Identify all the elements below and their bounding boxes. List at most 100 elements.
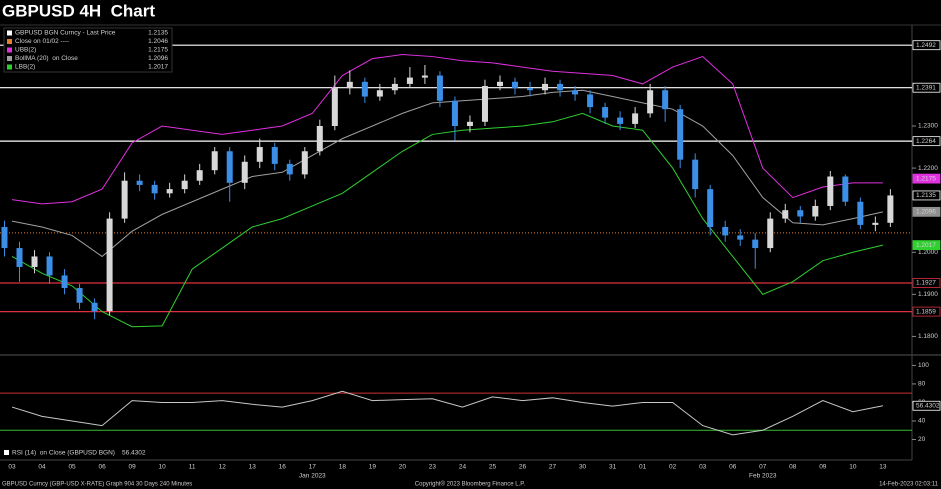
x-tick-label: 06 xyxy=(98,464,106,471)
candle-body xyxy=(76,288,83,303)
candle-body xyxy=(617,117,624,124)
legend-swatch xyxy=(7,56,12,61)
x-tick-label: 13 xyxy=(879,464,887,471)
x-tick-label: 20 xyxy=(399,464,407,471)
candle-body xyxy=(166,189,173,194)
candle-body xyxy=(857,201,864,225)
candle-body xyxy=(256,147,263,162)
x-tick-label: 17 xyxy=(309,464,317,471)
candle-body xyxy=(1,227,8,249)
candle-body xyxy=(436,75,443,101)
band-line xyxy=(11,89,883,258)
candle-body xyxy=(301,151,308,175)
y-tick-label: 100 xyxy=(918,362,929,369)
candle-body xyxy=(181,180,188,190)
x-tick-label: 23 xyxy=(429,464,437,471)
legend-swatch xyxy=(7,64,12,70)
legend-value: 1.2017 xyxy=(148,64,168,71)
x-tick-label: 06 xyxy=(729,464,737,471)
legend-name: BollMA (20) on Close xyxy=(15,55,78,62)
candle-body xyxy=(241,161,248,183)
x-tick-label: 03 xyxy=(8,464,16,471)
candle-body xyxy=(662,90,669,110)
candle-body xyxy=(106,218,113,312)
footer-center: Copyright® 2023 Bloomberg Finance L.P. xyxy=(415,481,526,488)
value-box xyxy=(912,206,941,217)
x-tick-label: 10 xyxy=(849,464,857,471)
candle-body xyxy=(767,218,774,249)
y-tick-label: 1.2300 xyxy=(918,123,938,130)
candle-body xyxy=(842,176,849,202)
y-tick-label: 1.2200 xyxy=(918,165,938,172)
candle-body xyxy=(316,126,323,152)
candle-body xyxy=(557,83,564,91)
level-label: 1.1859 xyxy=(916,308,936,315)
x-tick-label: 09 xyxy=(129,464,137,471)
candle-body xyxy=(376,90,383,97)
y-tick-label: 1.2000 xyxy=(918,249,938,256)
x-tick-label: 07 xyxy=(759,464,767,471)
x-tick-label: 05 xyxy=(68,464,76,471)
candle-body xyxy=(346,81,353,89)
y-tick-label: 40 xyxy=(918,418,926,425)
candle-body xyxy=(647,90,654,114)
legend-name: LBB(2) xyxy=(15,64,35,71)
candle-body xyxy=(827,176,834,206)
candle-body xyxy=(121,180,128,219)
legend-name: Close on 01/02 ---- xyxy=(15,38,69,45)
x-tick-label: 01 xyxy=(639,464,647,471)
candle-body xyxy=(587,94,594,108)
legend-swatch xyxy=(7,30,12,36)
rsi-line xyxy=(11,390,883,436)
candle-body xyxy=(707,189,714,228)
x-tick-label: 02 xyxy=(669,464,677,471)
legend-swatch xyxy=(7,39,12,44)
footer-left: GBPUSD Curncy (GBP-USD X-RATE) Graph 904… xyxy=(2,482,192,488)
rsi-title: RSI (14) on Close (GBPUSD BGN) xyxy=(12,450,115,457)
candle-body xyxy=(782,210,789,219)
level-label: 1.2492 xyxy=(916,42,936,49)
chart-title: GBPUSD 4H Chart xyxy=(2,1,155,20)
candle-body xyxy=(887,195,894,223)
footer-right: 14-Feb-2023 02:03:11 xyxy=(879,482,939,488)
legend-name: UBB(2) xyxy=(15,47,36,54)
x-tick-label: 11 xyxy=(189,464,196,471)
candle-body xyxy=(226,151,233,183)
value-box-label: 1.2017 xyxy=(916,242,936,249)
level-label-box xyxy=(912,136,941,147)
value-box-label: 1.2096 xyxy=(916,209,936,216)
candle-body xyxy=(406,77,413,84)
y-tick-label: 1.1800 xyxy=(918,333,938,340)
candle-body xyxy=(512,81,519,89)
candle-body xyxy=(496,81,503,87)
candle-body xyxy=(542,83,549,91)
x-tick-label: 10 xyxy=(159,464,167,471)
candle-body xyxy=(602,107,609,118)
candle-body xyxy=(151,184,158,194)
candle-body xyxy=(722,227,729,236)
level-label-box xyxy=(912,278,941,288)
value-box-label: 1.2175 xyxy=(916,175,936,182)
candle-body xyxy=(31,256,38,267)
candle-body xyxy=(136,180,143,185)
candle-body xyxy=(797,210,804,217)
candle-body xyxy=(572,90,579,95)
x-tick-label: 12 xyxy=(219,464,227,471)
candle-body xyxy=(812,205,819,217)
level-label: 1.2391 xyxy=(916,84,936,91)
candle-body xyxy=(361,81,368,97)
x-tick-label: 25 xyxy=(489,464,497,471)
legend-box xyxy=(3,27,173,73)
x-tick-label: 18 xyxy=(339,464,347,471)
candle-body xyxy=(692,159,699,190)
x-tick-label: 08 xyxy=(789,464,797,471)
value-box xyxy=(912,190,941,201)
candle-body xyxy=(16,248,23,267)
legend-value: 1.2135 xyxy=(148,30,168,37)
legend-name: GBPUSD BGN Curncy - Last Price xyxy=(15,30,116,37)
x-tick-label: 30 xyxy=(579,464,587,471)
level-label: 1.2264 xyxy=(916,138,936,145)
